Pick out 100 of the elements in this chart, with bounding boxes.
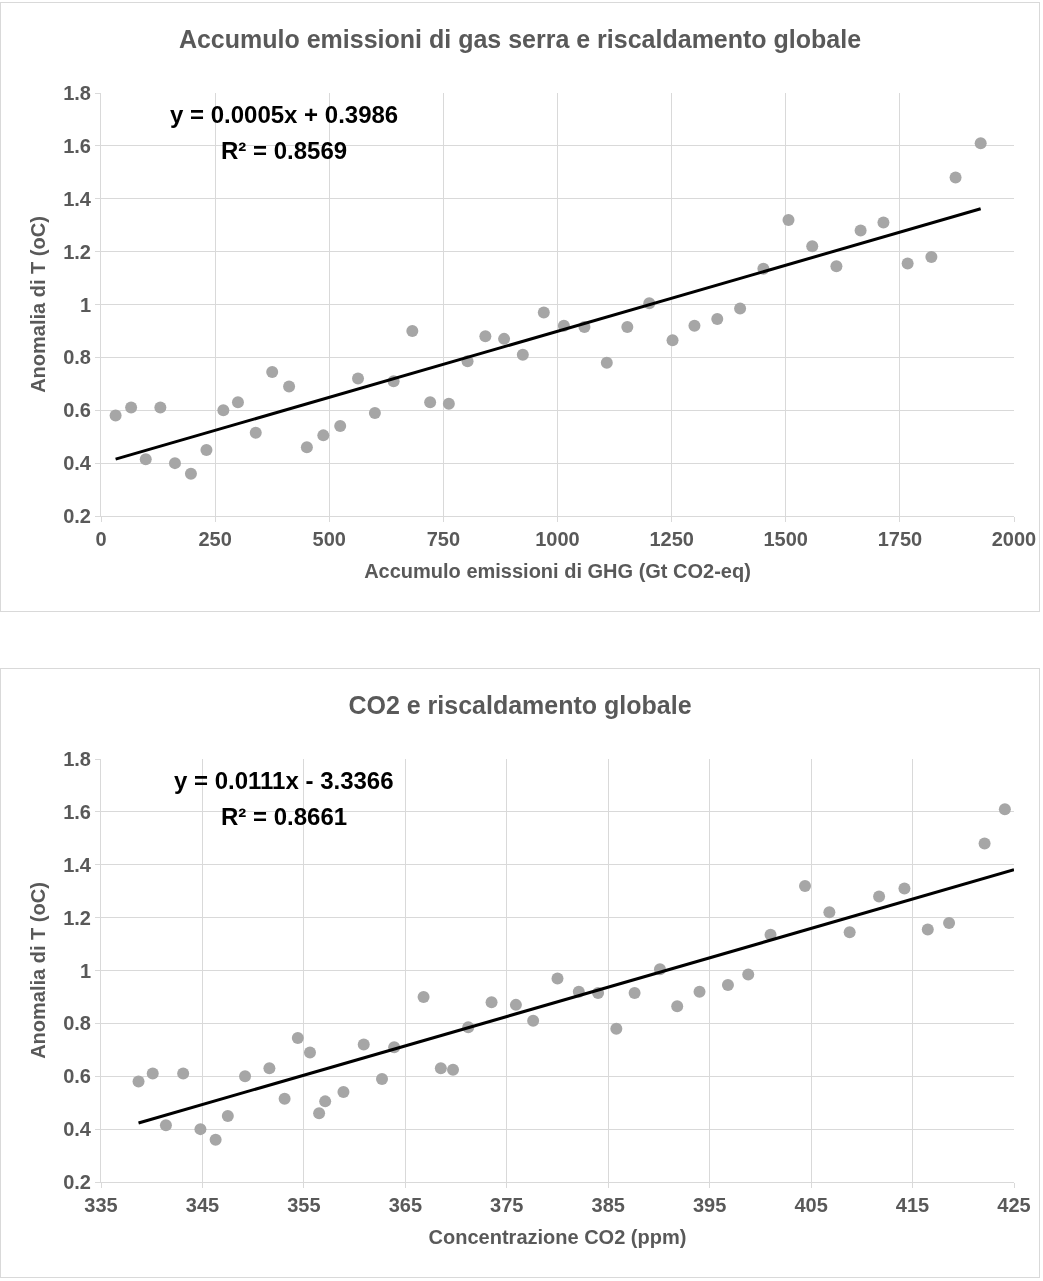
point xyxy=(239,1070,252,1083)
point xyxy=(898,882,911,895)
point xyxy=(621,320,634,333)
point xyxy=(154,401,167,414)
x-tick-label: 250 xyxy=(198,528,232,550)
point xyxy=(666,334,679,347)
point xyxy=(509,998,522,1011)
point xyxy=(283,380,296,393)
y-tick-label: 0.6 xyxy=(63,399,91,422)
point xyxy=(434,1062,447,1075)
point xyxy=(998,803,1011,816)
y-tick-label: 1.8 xyxy=(63,748,91,770)
point xyxy=(498,332,511,345)
point xyxy=(221,1109,234,1122)
point xyxy=(925,250,938,263)
y-tick-label: 1.2 xyxy=(63,906,91,929)
point xyxy=(319,1095,332,1108)
chart-title: CO2 e riscaldamento globale xyxy=(348,690,692,719)
point xyxy=(516,348,529,361)
point xyxy=(830,260,843,273)
point xyxy=(263,1062,276,1075)
point xyxy=(231,396,244,409)
point xyxy=(417,990,430,1003)
y-tick-label: 0.2 xyxy=(63,1171,91,1193)
x-tick-label: 1250 xyxy=(649,528,694,550)
y-tick-label: 1.6 xyxy=(63,800,91,823)
point xyxy=(424,396,437,409)
x-tick-label: 355 xyxy=(287,1194,321,1216)
y-axis-title: Anomalia di T (oC) xyxy=(26,882,49,1059)
point xyxy=(217,404,230,417)
point xyxy=(799,879,812,892)
y-axis-title: Anomalia di T (oC) xyxy=(26,216,49,393)
point xyxy=(132,1075,145,1088)
x-tick-label: 0 xyxy=(95,528,107,550)
x-tick-label: 500 xyxy=(312,528,346,550)
point xyxy=(352,372,365,385)
point xyxy=(266,365,279,378)
y-tick-label: 0.2 xyxy=(63,505,91,527)
point xyxy=(159,1119,172,1132)
y-tick-label: 1.2 xyxy=(63,240,91,263)
point xyxy=(485,996,498,1009)
point xyxy=(479,330,492,343)
x-tick-label: 405 xyxy=(794,1194,828,1216)
point xyxy=(278,1092,291,1105)
point xyxy=(734,302,747,315)
y-tick-label: 1.8 xyxy=(63,82,91,104)
y-tick-label: 0.8 xyxy=(63,346,91,369)
point xyxy=(628,986,641,999)
point xyxy=(974,137,987,150)
x-tick-label: 415 xyxy=(895,1194,930,1216)
point xyxy=(184,467,197,480)
annotation: y = 0.0005x + 0.3986 xyxy=(170,101,399,128)
x-tick-label: 345 xyxy=(185,1194,220,1216)
point xyxy=(873,890,886,903)
y-tick-label: 0.6 xyxy=(63,1065,91,1088)
point xyxy=(447,1063,460,1076)
point xyxy=(109,409,122,422)
point xyxy=(721,979,734,992)
annotation: y = 0.0111x - 3.3366 xyxy=(174,767,394,794)
point xyxy=(303,1046,316,1059)
point xyxy=(200,443,213,456)
point xyxy=(406,324,419,337)
point xyxy=(177,1067,190,1080)
y-tick-label: 0.8 xyxy=(63,1012,91,1035)
y-tick-label: 1.4 xyxy=(63,187,92,210)
chart-title: Accumulo emissioni di gas serra e riscaldamento globale xyxy=(178,24,862,53)
point xyxy=(854,224,867,237)
annotation: R² = 0.8569 xyxy=(221,137,348,164)
y-tick-label: 1.6 xyxy=(63,134,91,157)
x-tick-label: 425 xyxy=(997,1194,1031,1216)
x-tick-label: 335 xyxy=(84,1194,118,1216)
x-tick-label: 2000 xyxy=(991,528,1037,550)
y-tick-label: 1 xyxy=(79,959,91,982)
point xyxy=(442,397,455,410)
point xyxy=(610,1022,623,1035)
point xyxy=(194,1123,207,1136)
y-tick-label: 0.4 xyxy=(63,452,92,475)
point xyxy=(376,1072,388,1085)
point xyxy=(943,916,956,929)
point xyxy=(300,441,313,454)
annotation: R² = 0.8661 xyxy=(221,803,348,830)
point xyxy=(671,1000,684,1013)
point xyxy=(368,406,381,419)
point xyxy=(527,1014,540,1027)
x-axis-title: Accumulo emissioni di GHG (Gt CO2-eq) xyxy=(364,559,751,582)
point xyxy=(921,923,934,936)
x-tick-label: 1500 xyxy=(763,528,808,550)
x-tick-label: 375 xyxy=(490,1194,524,1216)
point xyxy=(337,1086,350,1099)
point xyxy=(139,453,152,466)
point xyxy=(693,985,706,998)
point xyxy=(600,356,613,369)
point xyxy=(978,837,991,850)
point xyxy=(823,906,836,919)
point xyxy=(168,457,181,470)
point xyxy=(291,1031,304,1044)
point xyxy=(313,1107,326,1120)
point xyxy=(125,401,138,414)
x-axis-title: Concentrazione CO2 (ppm) xyxy=(428,1225,687,1248)
point xyxy=(742,968,755,981)
